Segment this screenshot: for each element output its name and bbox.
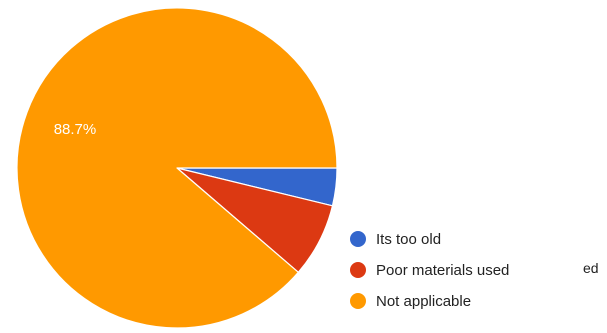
- legend-label: Poor materials used: [376, 261, 510, 279]
- truncated-text-fragment: ed: [583, 260, 599, 276]
- pie-data-label-not-applicable: 88.7%: [54, 121, 97, 138]
- legend-label: Its too old: [376, 230, 442, 248]
- legend-item-not-applicable[interactable]: Not applicable: [350, 291, 509, 311]
- legend-label: Not applicable: [376, 292, 472, 310]
- legend: Its too old Poor materials used Not appl…: [350, 229, 509, 322]
- pie-slice-not-applicable[interactable]: [16, 7, 338, 329]
- legend-swatch-its-too-old: [350, 231, 366, 247]
- legend-swatch-not-applicable: [350, 293, 366, 309]
- legend-item-its-too-old[interactable]: Its too old: [350, 229, 509, 249]
- legend-item-poor-materials-used[interactable]: Poor materials used: [350, 260, 509, 280]
- legend-swatch-poor-materials-used: [350, 262, 366, 278]
